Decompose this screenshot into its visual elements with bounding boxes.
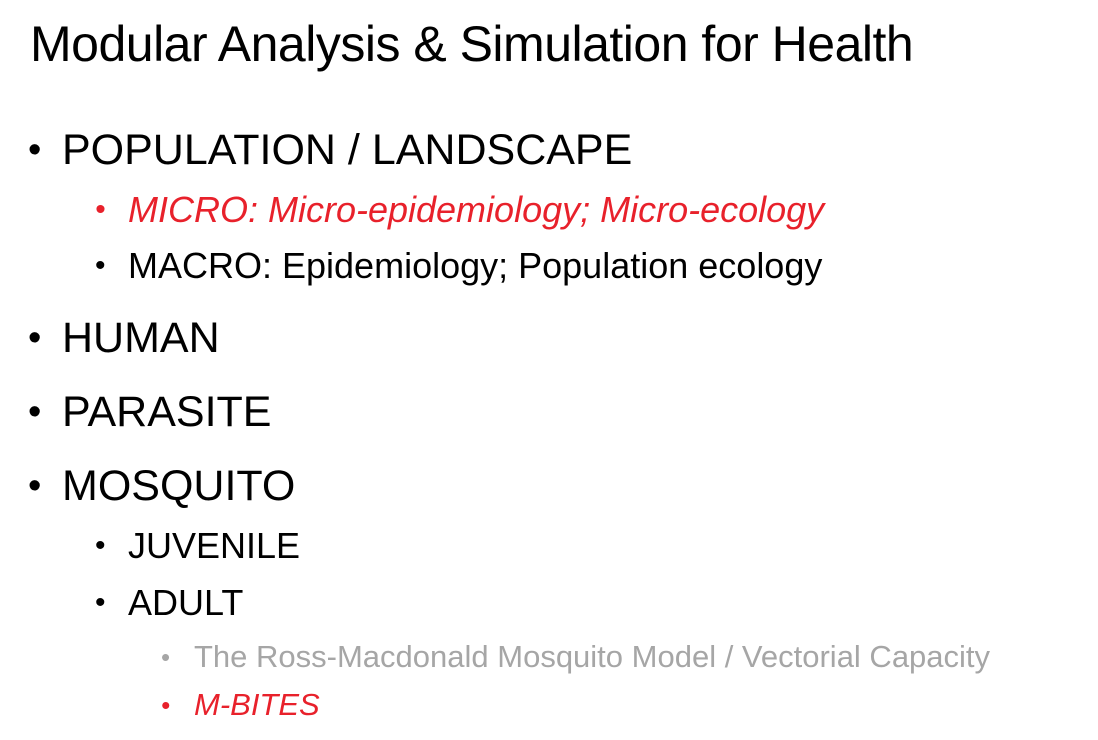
bullet-dot: • xyxy=(28,317,42,359)
bullet-text: ADULT xyxy=(128,582,244,623)
bullet-dot: • xyxy=(95,586,106,619)
bullet-dot: • xyxy=(161,690,171,720)
bullet-m-bites: • M-BITES xyxy=(161,686,320,724)
bullet-text: PARASITE xyxy=(62,388,272,436)
slide-title: Modular Analysis & Simulation for Health xyxy=(30,16,914,72)
bullet-text: JUVENILE xyxy=(128,525,301,566)
bullet-micro: • MICRO: Micro-epidemiology; Micro-ecolo… xyxy=(95,188,825,232)
bullet-dot: • xyxy=(95,193,106,226)
bullet-text: MICRO: Micro-epidemiology; Micro-ecology xyxy=(128,189,825,230)
bullet-dot: • xyxy=(95,529,106,562)
bullet-text: MACRO: Epidemiology; Population ecology xyxy=(128,245,823,286)
bullet-population-landscape: • POPULATION / LANDSCAPE xyxy=(28,124,633,176)
bullet-dot: • xyxy=(28,391,42,433)
bullet-dot: • xyxy=(95,249,106,282)
bullet-mosquito: • MOSQUITO xyxy=(28,460,296,512)
bullet-parasite: • PARASITE xyxy=(28,386,272,438)
bullet-text: MOSQUITO xyxy=(62,462,296,510)
bullet-text: M-BITES xyxy=(194,687,320,722)
bullet-macro: • MACRO: Epidemiology; Population ecolog… xyxy=(95,244,823,288)
bullet-dot: • xyxy=(28,129,42,171)
bullet-dot: • xyxy=(161,642,171,672)
bullet-text: POPULATION / LANDSCAPE xyxy=(62,126,633,174)
bullet-text: HUMAN xyxy=(62,314,220,362)
bullet-juvenile: • JUVENILE xyxy=(95,524,301,568)
bullet-text: The Ross-Macdonald Mosquito Model / Vect… xyxy=(194,639,991,674)
bullet-adult: • ADULT xyxy=(95,581,244,625)
bullet-human: • HUMAN xyxy=(28,312,220,364)
bullet-ross-macdonald: • The Ross-Macdonald Mosquito Model / Ve… xyxy=(161,638,991,676)
bullet-dot: • xyxy=(28,465,42,507)
